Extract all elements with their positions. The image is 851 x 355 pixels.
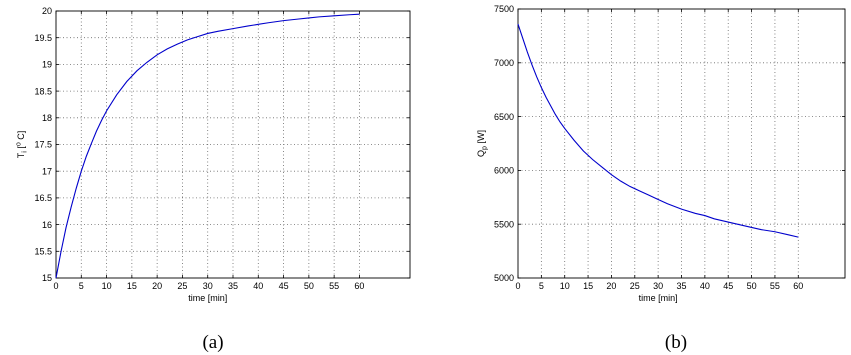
y-tick-label: 20 [42, 6, 52, 16]
x-axis-label: time [min] [188, 293, 227, 303]
x-tick-label: 5 [79, 281, 84, 291]
x-tick-label: 0 [515, 281, 520, 291]
x-tick-label: 60 [793, 281, 803, 291]
x-tick-label: 20 [606, 281, 616, 291]
y-axis-label-rest: [W] [476, 130, 486, 146]
y-axis-label: Ti [o C] [16, 131, 29, 159]
x-tick-label: 20 [152, 281, 162, 291]
chart-a: 0 5 10 15 20 25 30 35 40 45 50 55 60 15 15.5 16 16.5 17 17… [16, 6, 411, 353]
x-tick-label: 25 [630, 281, 640, 291]
y-tick-label: 6000 [494, 166, 514, 176]
y-tick-label: 18.5 [34, 86, 52, 96]
chart-b: 0 5 10 15 20 25 30 35 40 45 50 55 60 5000 5500 6000 6500… [476, 4, 845, 353]
y-tick-label: 6500 [494, 112, 514, 122]
x-tick-label: 40 [700, 281, 710, 291]
x-tick-label: 45 [723, 281, 733, 291]
plot-frame [518, 9, 845, 278]
y-tick-label: 17.5 [34, 140, 52, 150]
y-tick-label: 5500 [494, 219, 514, 229]
x-tick-label: 10 [102, 281, 112, 291]
x-tick-label: 40 [253, 281, 263, 291]
x-tick-label: 15 [127, 281, 137, 291]
x-tick-label: 50 [304, 281, 314, 291]
y-tick-label: 7000 [494, 58, 514, 68]
x-tick-label: 5 [539, 281, 544, 291]
chart-caption: (a) [202, 332, 223, 353]
x-tick-label: 30 [653, 281, 663, 291]
x-tick-label: 50 [747, 281, 757, 291]
y-axis-label-main: Q [476, 150, 486, 157]
y-tick-label: 15 [42, 273, 52, 283]
y-tick-label: 5000 [494, 273, 514, 283]
x-tick-label: 25 [177, 281, 187, 291]
y-tick-label: 15.5 [34, 247, 52, 257]
x-tick-label: 35 [676, 281, 686, 291]
x-tick-label: 35 [228, 281, 238, 291]
x-tick-label: 60 [354, 281, 364, 291]
y-tick-label: 16 [42, 220, 52, 230]
y-tick-label: 19 [42, 60, 52, 70]
x-tick-label: 55 [329, 281, 339, 291]
y-tick-label: 19.5 [34, 33, 52, 43]
x-tick-label: 55 [770, 281, 780, 291]
y-tick-label: 7500 [494, 4, 514, 14]
y-axis-label-unit: C] [16, 131, 26, 143]
y-axis-label: Qp [W] [476, 130, 489, 157]
x-tick-label: 15 [583, 281, 593, 291]
x-tick-label: 45 [279, 281, 289, 291]
x-tick-label: 10 [560, 281, 570, 291]
x-axis-label: time [min] [639, 293, 678, 303]
y-tick-label: 18 [42, 113, 52, 123]
x-tick-label: 30 [203, 281, 213, 291]
y-tick-label: 17 [42, 166, 52, 176]
x-tick-label: 0 [53, 281, 58, 291]
chart-caption: (b) [665, 332, 687, 353]
y-tick-label: 16.5 [34, 193, 52, 203]
